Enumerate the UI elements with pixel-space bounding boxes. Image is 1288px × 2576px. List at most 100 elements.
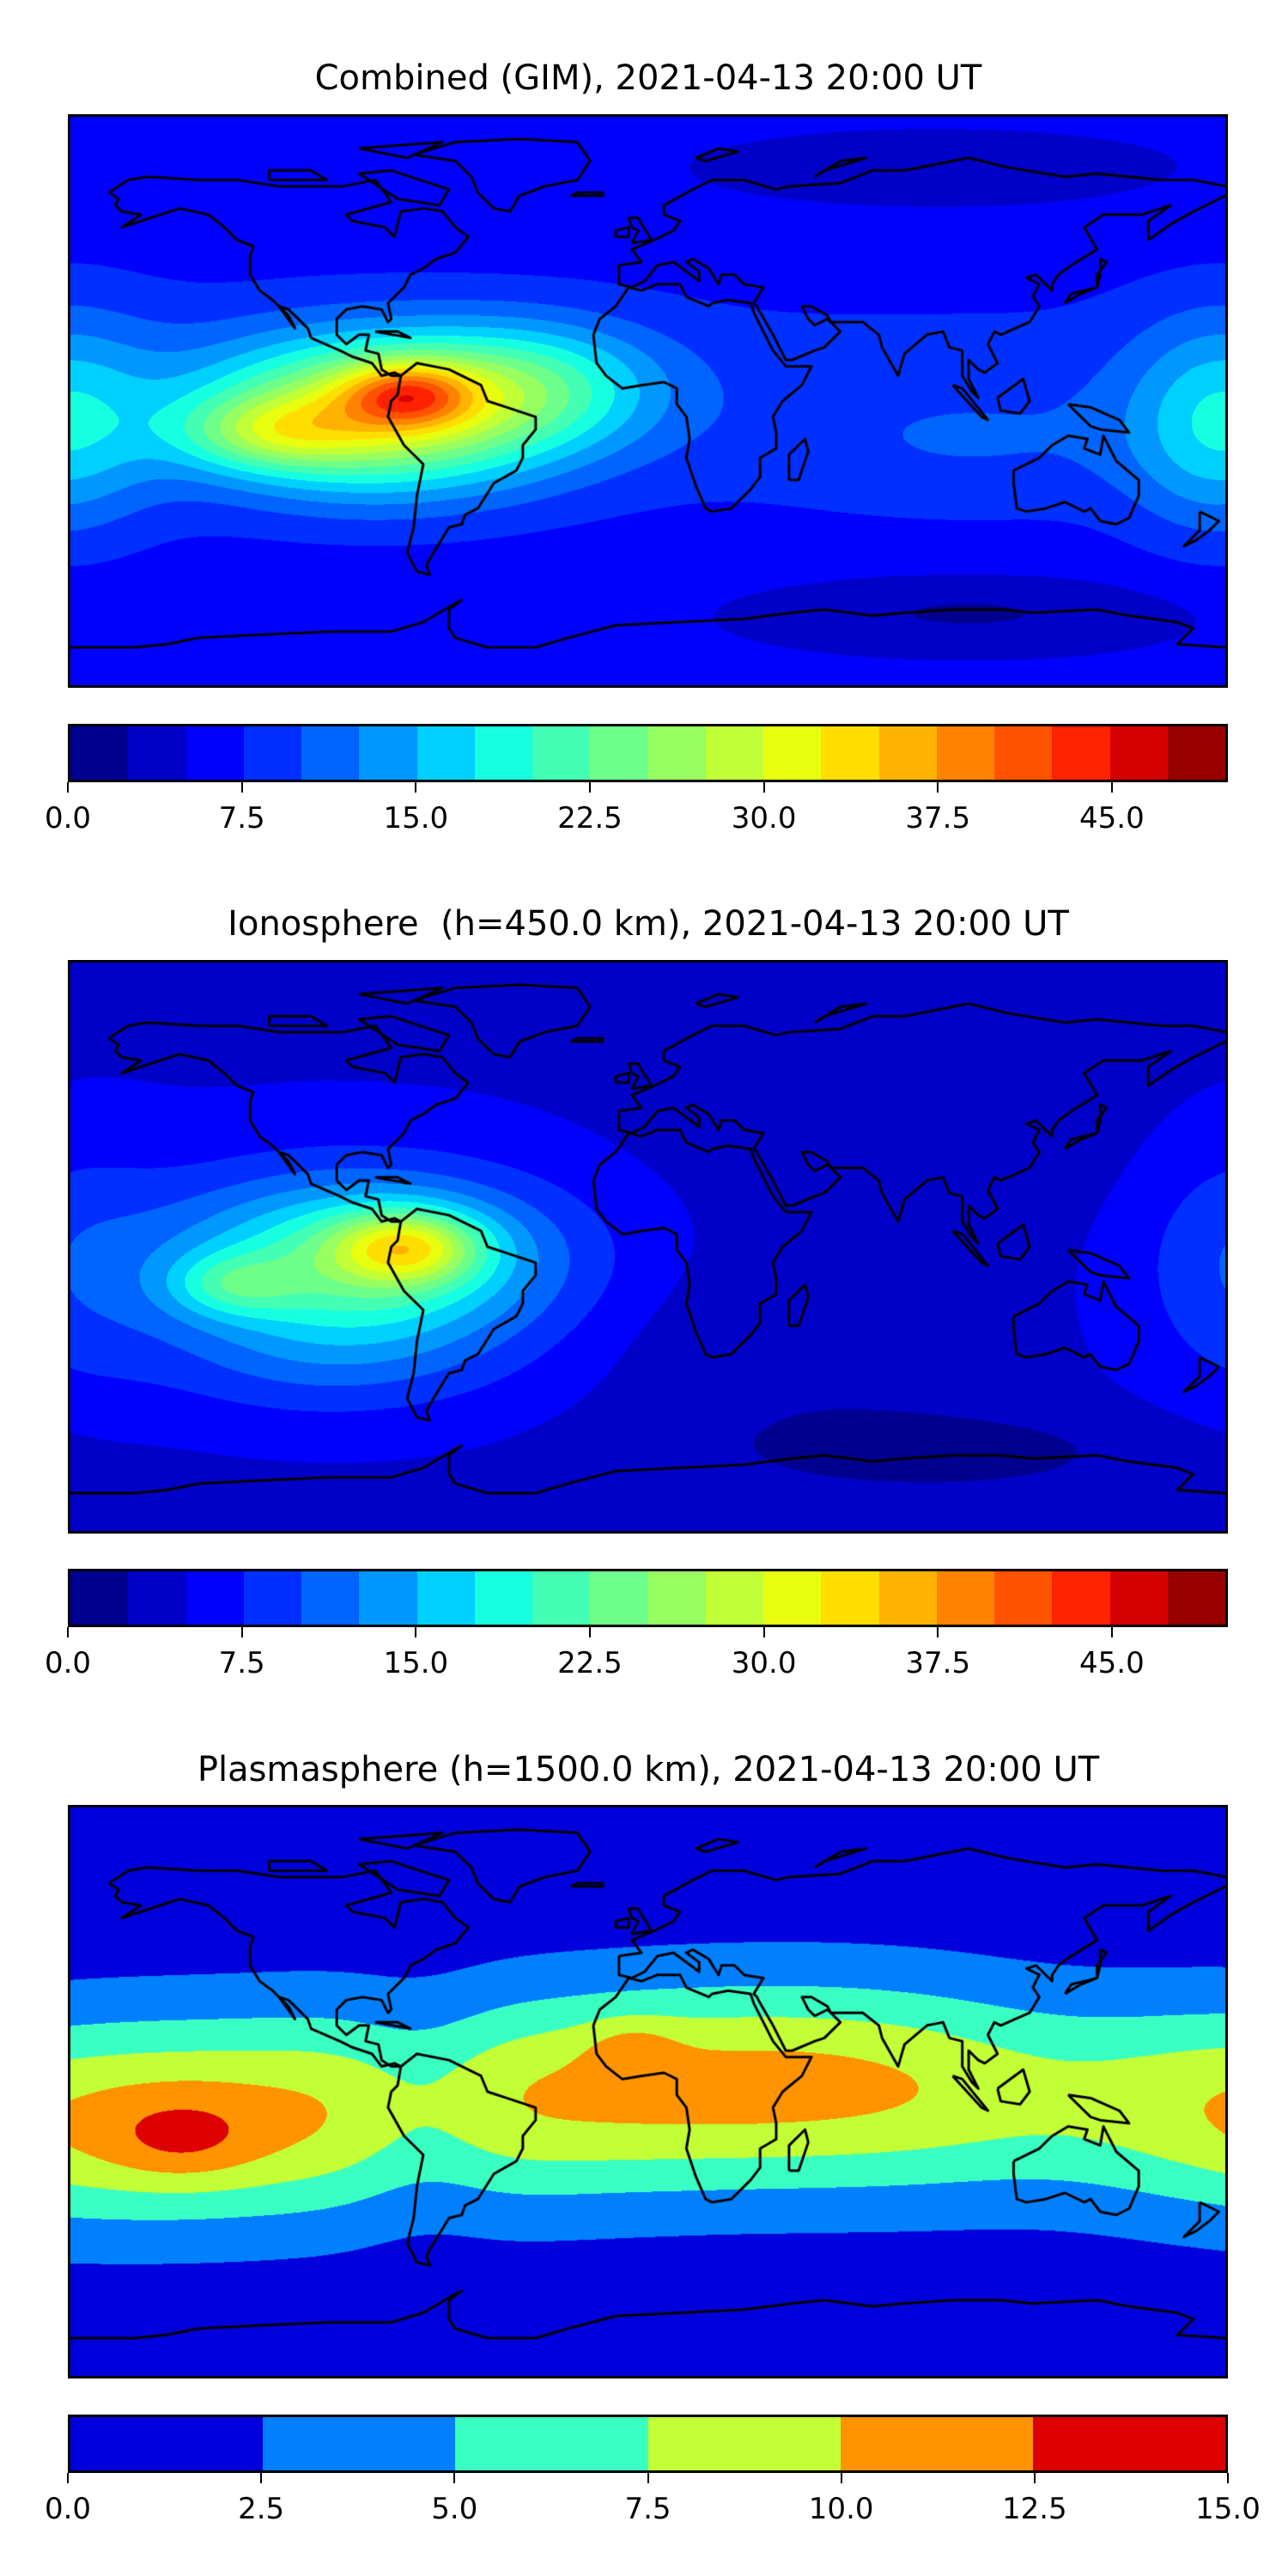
colorbar-tick-label: 7.5 (218, 801, 265, 835)
colorbar-segment (1109, 726, 1168, 780)
colorbar-tick (937, 782, 939, 793)
colorbar-segment (878, 726, 937, 780)
combined-tec-map (68, 114, 1228, 688)
map-canvas (70, 963, 1225, 1531)
colorbar-segment (243, 1571, 301, 1625)
colorbar-segment (821, 1571, 879, 1625)
colorbar-tick (588, 782, 591, 793)
colorbar-tick-label: 22.5 (557, 1646, 623, 1680)
colorbar-segment (532, 1571, 591, 1625)
colorbar (68, 724, 1228, 782)
colorbar-segment (455, 2417, 648, 2470)
colorbar-segment (763, 726, 822, 780)
colorbar-segment (1167, 726, 1225, 780)
colorbar-tick-label: 37.5 (905, 801, 971, 835)
colorbar-segment (1052, 1571, 1110, 1625)
colorbar-segment (1109, 1571, 1168, 1625)
colorbar-segment (1032, 2417, 1226, 2470)
colorbar-segment (474, 1571, 532, 1625)
colorbar-tick-label: 0.0 (44, 2492, 92, 2526)
colorbar-tick-label: 7.5 (624, 2492, 671, 2526)
colorbar-tick-label: 7.5 (218, 1646, 265, 1680)
colorbar-segment (590, 1571, 648, 1625)
colorbar-segment (647, 2417, 841, 2470)
plasmasphere-tec-map (68, 1805, 1228, 2379)
colorbar-tick (588, 1627, 591, 1637)
colorbar-segment (705, 1571, 763, 1625)
colorbar-tick-label: 0.0 (44, 801, 92, 835)
colorbar-segment (301, 1571, 360, 1625)
colorbar-tick-label: 0.0 (44, 1646, 92, 1680)
colorbar-tick-label: 30.0 (731, 1646, 797, 1680)
colorbar-tick-label: 22.5 (557, 801, 623, 835)
colorbar-segment (647, 1571, 706, 1625)
colorbar-segment (763, 1571, 822, 1625)
map-canvas (70, 117, 1225, 685)
colorbar-tick-label: 37.5 (905, 1646, 971, 1680)
colorbar-segment (128, 726, 186, 780)
colorbar-segment (994, 1571, 1053, 1625)
colorbar-tick (67, 2473, 69, 2483)
colorbar-segment (263, 2417, 456, 2470)
colorbar-segment (474, 726, 532, 780)
colorbar-tick-label: 12.5 (1001, 2492, 1067, 2526)
colorbar-segment (590, 726, 648, 780)
colorbar-tick (762, 1627, 765, 1637)
colorbar-tick-label: 10.0 (808, 2492, 874, 2526)
colorbar-tick (453, 2473, 456, 2483)
map-canvas (70, 1807, 1225, 2376)
colorbar-segment (70, 726, 129, 780)
colorbar-segment (821, 726, 879, 780)
colorbar-tick (840, 2473, 842, 2483)
colorbar-tick-label: 15.0 (383, 801, 449, 835)
colorbar-tick (1110, 782, 1113, 793)
colorbar-segment (70, 1571, 129, 1625)
colorbar-tick (1033, 2473, 1036, 2483)
colorbar-segment (416, 1571, 475, 1625)
colorbar-tick (647, 2473, 649, 2483)
colorbar-tick-label: 5.0 (431, 2492, 478, 2526)
colorbar-tick (415, 782, 417, 793)
colorbar-segment (128, 1571, 186, 1625)
colorbar-tick-label: 30.0 (731, 801, 797, 835)
colorbar-segment (936, 726, 994, 780)
colorbar (68, 2415, 1228, 2473)
ionosphere-tec-map (68, 960, 1228, 1534)
colorbar-tick-label: 15.0 (383, 1646, 449, 1680)
colorbar-ticks: 0.0 7.5 15.0 22.5 30.0 37.5 45.0 (45, 1627, 1228, 1687)
colorbar-segment (359, 726, 417, 780)
colorbar-segment (70, 2417, 264, 2470)
colorbar-tick (415, 1627, 417, 1637)
colorbar-tick-label: 45.0 (1079, 801, 1145, 835)
colorbar-segment (416, 726, 475, 780)
panel-title: Ionosphere (h=450.0 km), 2021-04-13 20:0… (228, 904, 1069, 944)
panel-title: Plasmasphere (h=1500.0 km), 2021-04-13 2… (197, 1750, 1100, 1789)
colorbar (68, 1569, 1228, 1627)
colorbar-tick (762, 782, 765, 793)
colorbar-segment (936, 1571, 994, 1625)
colorbar-tick (67, 782, 69, 793)
colorbar-ticks: 0.0 7.5 15.0 22.5 30.0 37.5 45.0 (45, 782, 1228, 842)
panel-title: Combined (GIM), 2021-04-13 20:00 UT (314, 58, 982, 98)
colorbar-tick-label: 15.0 (1195, 2492, 1261, 2526)
colorbar-segment (532, 726, 591, 780)
colorbar-segment (243, 726, 301, 780)
colorbar-segment (359, 1571, 417, 1625)
colorbar-segment (705, 726, 763, 780)
colorbar-tick-label: 2.5 (238, 2492, 285, 2526)
colorbar-tick-label: 45.0 (1079, 1646, 1145, 1680)
colorbar-tick (240, 782, 243, 793)
colorbar-tick (937, 1627, 939, 1637)
colorbar-tick (260, 2473, 263, 2483)
colorbar-segment (1052, 726, 1110, 780)
colorbar-tick (67, 1627, 69, 1637)
colorbar-segment (185, 1571, 244, 1625)
colorbar-tick (1110, 1627, 1113, 1637)
colorbar-segment (301, 726, 360, 780)
colorbar-tick (1227, 2473, 1229, 2483)
colorbar-segment (1167, 1571, 1225, 1625)
colorbar-ticks: 0.0 2.5 5.0 7.5 10.0 12.5 15.0 (45, 2473, 1261, 2533)
colorbar-tick (240, 1627, 243, 1637)
colorbar-segment (878, 1571, 937, 1625)
colorbar-segment (840, 2417, 1033, 2470)
